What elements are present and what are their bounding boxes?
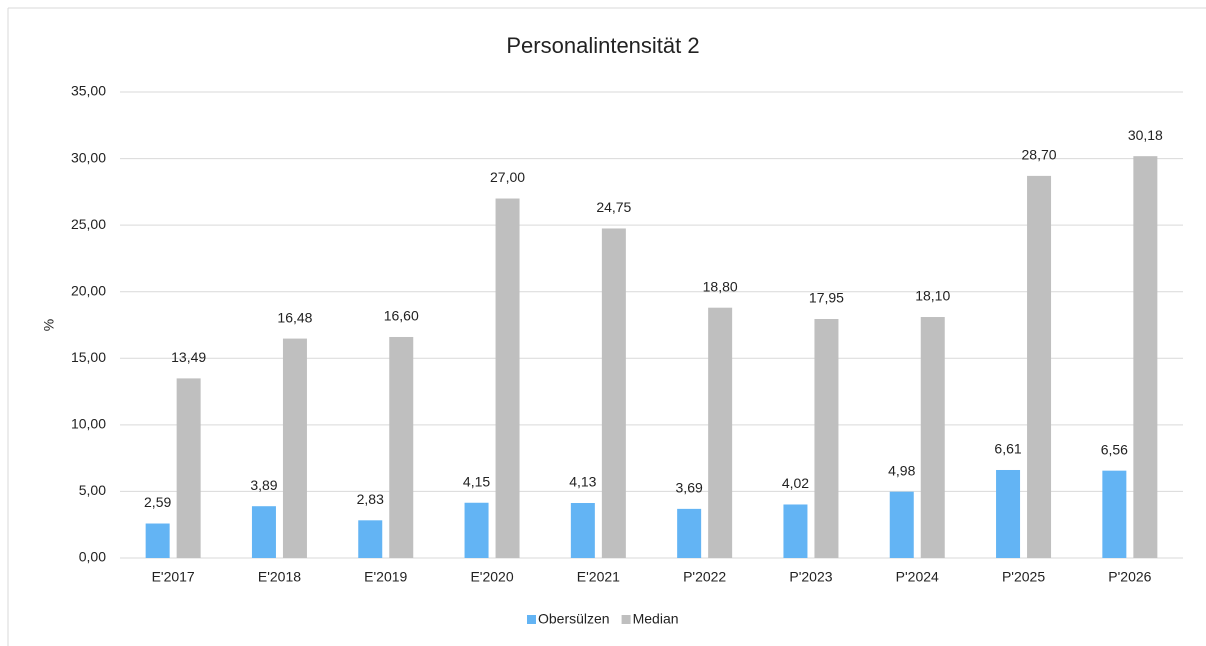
bar xyxy=(145,523,170,558)
y-axis-label: % xyxy=(41,319,57,331)
data-label: 2,83 xyxy=(357,491,384,507)
bar xyxy=(570,503,595,558)
y-tick-label: 10,00 xyxy=(71,416,106,432)
bar xyxy=(996,469,1021,558)
data-label: 18,10 xyxy=(915,288,950,304)
legend-swatch xyxy=(621,615,631,624)
data-label: 18,80 xyxy=(703,278,738,294)
bar xyxy=(677,508,702,558)
y-tick-label: 35,00 xyxy=(71,83,106,99)
legend-label: Obersülzen xyxy=(538,611,610,627)
bar xyxy=(601,228,626,558)
bar xyxy=(920,317,945,558)
bar xyxy=(889,491,914,558)
bar xyxy=(358,520,383,558)
legend-label: Median xyxy=(633,611,679,627)
x-tick-label: E'2020 xyxy=(470,569,513,585)
data-label: 28,70 xyxy=(1022,147,1057,163)
data-label: 16,48 xyxy=(277,309,312,325)
bar xyxy=(251,506,276,558)
data-label: 4,98 xyxy=(888,462,915,478)
x-tick-label: P'2023 xyxy=(789,569,832,585)
x-tick-label: E'2017 xyxy=(152,569,195,585)
x-tick-label: P'2025 xyxy=(1002,569,1045,585)
chart-title: Personalintensität 2 xyxy=(506,33,699,58)
data-label: 6,61 xyxy=(994,441,1021,457)
x-tick-label: E'2018 xyxy=(258,569,301,585)
bar xyxy=(783,504,808,558)
y-tick-label: 20,00 xyxy=(71,282,106,298)
data-label: 4,13 xyxy=(569,474,596,490)
data-label: 2,59 xyxy=(144,494,171,510)
y-tick-label: 5,00 xyxy=(79,482,106,498)
bar xyxy=(495,198,520,558)
x-tick-label: P'2024 xyxy=(896,569,939,585)
x-tick-label: P'2026 xyxy=(1108,569,1151,585)
bar xyxy=(814,319,839,558)
bar xyxy=(1027,175,1052,558)
x-tick-label: E'2019 xyxy=(364,569,407,585)
bar xyxy=(176,378,201,558)
data-label: 13,49 xyxy=(171,349,206,365)
y-tick-label: 30,00 xyxy=(71,149,106,165)
bar xyxy=(1102,470,1127,558)
data-label: 3,89 xyxy=(250,477,277,493)
data-label: 4,02 xyxy=(782,475,809,491)
y-tick-label: 15,00 xyxy=(71,349,106,365)
bar xyxy=(708,307,733,558)
data-label: 16,60 xyxy=(384,308,419,324)
data-label: 3,69 xyxy=(676,480,703,496)
legend-swatch xyxy=(527,615,536,624)
x-tick-label: E'2021 xyxy=(577,569,620,585)
data-label: 6,56 xyxy=(1101,441,1128,457)
data-label: 24,75 xyxy=(596,199,631,215)
data-label: 17,95 xyxy=(809,290,844,306)
data-label: 4,15 xyxy=(463,473,490,489)
y-tick-label: 25,00 xyxy=(71,216,106,232)
bar xyxy=(389,336,414,558)
y-tick-label: 0,00 xyxy=(79,549,106,565)
bar xyxy=(464,502,489,558)
data-label: 30,18 xyxy=(1128,127,1163,143)
bar xyxy=(1133,156,1158,558)
data-label: 27,00 xyxy=(490,169,525,185)
x-tick-label: P'2022 xyxy=(683,569,726,585)
bar xyxy=(282,338,307,558)
